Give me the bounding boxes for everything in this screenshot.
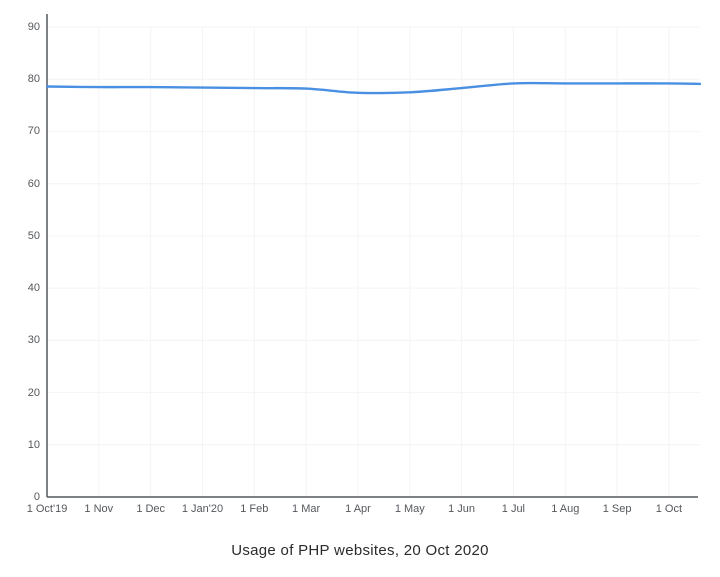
chart-title: Usage of PHP websites, 20 Oct 2020 [231, 542, 489, 559]
y-tick-label-80: 80 [27, 73, 40, 86]
y-tick-label-60: 60 [27, 177, 40, 190]
y-tick-label-20: 20 [27, 386, 40, 399]
x-tick-label-12: 1 Oct [655, 503, 683, 515]
plot-area [45, 14, 702, 498]
y-tick-label-90: 90 [27, 21, 40, 33]
y-tick-label-0: 0 [33, 491, 40, 503]
x-tick-label-3: 1 Jan'20 [181, 503, 224, 515]
x-tick-label-9: 1 Jul [501, 503, 526, 515]
php-series-line [45, 81, 702, 95]
y-tick-label-50: 50 [27, 229, 40, 242]
y-tick-label-40: 40 [27, 282, 40, 295]
x-tick-label-0: 1 Oct'19 [26, 503, 68, 515]
x-tick-label-10: 1 Aug [551, 503, 580, 515]
x-tick-label-1: 1 Nov [84, 503, 114, 515]
x-tick-label-2: 1 Dec [136, 503, 166, 515]
y-tick-label-30: 30 [27, 334, 40, 347]
y-tick-label-10: 10 [27, 438, 40, 451]
x-tick-label-5: 1 Mar [292, 503, 321, 515]
x-tick-label-4: 1 Feb [240, 503, 269, 515]
y-tick-label-70: 70 [27, 125, 40, 138]
x-tick-label-6: 1 Apr [345, 503, 371, 515]
x-tick-label-7: 1 May [394, 503, 425, 515]
x-tick-label-8: 1 Jun [448, 503, 476, 515]
x-tick-label-11: 1 Sep [602, 503, 632, 515]
